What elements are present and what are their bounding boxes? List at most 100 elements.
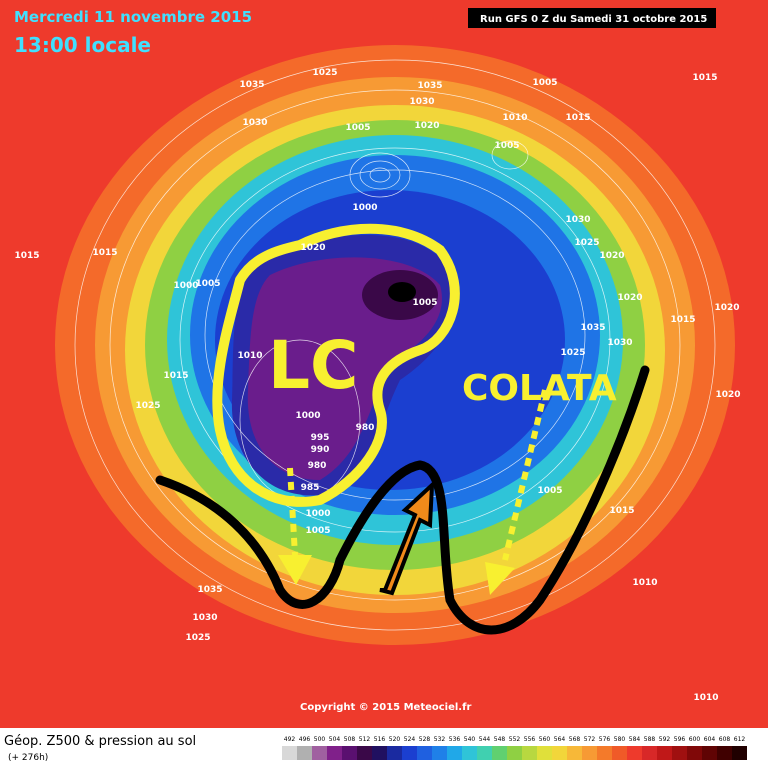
colorbar-label: 516 bbox=[374, 736, 386, 743]
colorbar-cell bbox=[417, 746, 432, 760]
colorbar-label: 540 bbox=[464, 736, 476, 743]
colorbar-cell bbox=[702, 746, 717, 760]
pressure-label: 1030 bbox=[192, 613, 217, 623]
colorbar-label: 584 bbox=[629, 736, 641, 743]
colorbar-cell bbox=[717, 746, 732, 760]
colorbar-cell bbox=[552, 746, 567, 760]
colorbar-cell bbox=[282, 746, 297, 760]
footer-title: Géop. Z500 & pression au sol bbox=[4, 734, 196, 749]
date-label: Mercredi 11 novembre 2015 bbox=[14, 8, 252, 26]
pressure-label: 1015 bbox=[565, 113, 590, 123]
colorbar-cell bbox=[327, 746, 342, 760]
pressure-label: 985 bbox=[301, 483, 320, 493]
colorbar-cell bbox=[657, 746, 672, 760]
pressure-label: 1025 bbox=[185, 633, 210, 643]
pressure-label: 1030 bbox=[242, 118, 267, 128]
pressure-label: 1015 bbox=[14, 251, 39, 261]
isobars bbox=[74, 59, 716, 631]
colorbar-label: 504 bbox=[329, 736, 341, 743]
pressure-label: 1030 bbox=[565, 215, 590, 225]
pressure-label: 1000 bbox=[305, 509, 330, 519]
pressure-label: 1000 bbox=[352, 203, 377, 213]
pressure-label: 1010 bbox=[693, 693, 718, 703]
flow-arrow bbox=[502, 389, 548, 561]
pressure-label: 1010 bbox=[632, 578, 657, 588]
colorbar-label: 560 bbox=[539, 736, 551, 743]
field-layer bbox=[388, 282, 416, 302]
run-label: Run GFS 0 Z du Samedi 31 octobre 2015 bbox=[480, 14, 707, 25]
pressure-label: 1015 bbox=[92, 248, 117, 258]
pressure-label: 1000 bbox=[295, 411, 320, 421]
pressure-label: 1005 bbox=[305, 526, 330, 536]
colorbar-cell bbox=[477, 746, 492, 760]
colorbar-label: 564 bbox=[554, 736, 566, 743]
colorbar-cell bbox=[582, 746, 597, 760]
colorbar-label: 512 bbox=[359, 736, 371, 743]
colorbar-label: 500 bbox=[314, 736, 326, 743]
colorbar-label: 600 bbox=[689, 736, 701, 743]
colorbar-cell bbox=[687, 746, 702, 760]
flow-label: COLATA bbox=[462, 368, 617, 409]
pressure-label: 1010 bbox=[237, 351, 262, 361]
colorbar-cell bbox=[462, 746, 477, 760]
colorbar-label: 524 bbox=[404, 736, 416, 743]
colorbar-label: 580 bbox=[614, 736, 626, 743]
pressure-label: 1005 bbox=[345, 123, 370, 133]
colorbar-cell bbox=[387, 746, 402, 760]
warm-arrow bbox=[379, 480, 435, 596]
colorbar-cell bbox=[312, 746, 327, 760]
pressure-label: 1030 bbox=[409, 97, 434, 107]
colorbar-cell bbox=[612, 746, 627, 760]
pressure-label: 1020 bbox=[714, 303, 739, 313]
colorbar-label: 536 bbox=[449, 736, 461, 743]
pressure-label: 1015 bbox=[692, 73, 717, 83]
colorbar-label: 608 bbox=[719, 736, 731, 743]
colorbar-cell bbox=[567, 746, 582, 760]
colorbar-label: 528 bbox=[419, 736, 431, 743]
pressure-label: 1025 bbox=[560, 348, 585, 358]
run-box bbox=[468, 8, 716, 28]
colorbar-label: 576 bbox=[599, 736, 611, 743]
trough-line bbox=[155, 365, 650, 635]
colorbar-label: 556 bbox=[524, 736, 536, 743]
colorbar-cell bbox=[537, 746, 552, 760]
pressure-label: 1005 bbox=[195, 279, 220, 289]
colorbar-cell bbox=[492, 746, 507, 760]
colorbar-cell bbox=[522, 746, 537, 760]
pressure-label: 1025 bbox=[135, 401, 160, 411]
colorbar-cell bbox=[297, 746, 312, 760]
colorbar-cell bbox=[597, 746, 612, 760]
pressure-label: 995 bbox=[311, 433, 330, 443]
pressure-label: 1005 bbox=[494, 141, 519, 151]
pressure-label: 990 bbox=[311, 445, 330, 455]
colorbar-label: 596 bbox=[674, 736, 686, 743]
colorbar-label: 508 bbox=[344, 736, 356, 743]
flow-arrowhead bbox=[278, 555, 312, 585]
pressure-label: 1005 bbox=[537, 486, 562, 496]
flow-arrow bbox=[287, 467, 298, 556]
pressure-label: 1020 bbox=[414, 121, 439, 131]
colorbar-cell bbox=[507, 746, 522, 760]
colorbar-label: 568 bbox=[569, 736, 581, 743]
pressure-label: 980 bbox=[308, 461, 327, 471]
colorbar-label: 604 bbox=[704, 736, 716, 743]
colorbar-cell bbox=[672, 746, 687, 760]
copyright: Copyright © 2015 Meteociel.fr bbox=[300, 702, 471, 713]
colorbar-cell bbox=[357, 746, 372, 760]
colorbar-cell bbox=[402, 746, 417, 760]
pressure-label: 1005 bbox=[412, 298, 437, 308]
pressure-label: 1035 bbox=[580, 323, 605, 333]
colorbar-label: 492 bbox=[284, 736, 296, 743]
pressure-label: 1005 bbox=[532, 78, 557, 88]
colorbar-label: 588 bbox=[644, 736, 656, 743]
flow-arrowhead bbox=[485, 562, 515, 595]
colorbar-label: 496 bbox=[299, 736, 311, 743]
pressure-label: 1035 bbox=[417, 81, 442, 91]
colorbar-cell bbox=[627, 746, 642, 760]
pressure-label: 980 bbox=[356, 423, 375, 433]
pressure-label: 1035 bbox=[197, 585, 222, 595]
colorbar-cell bbox=[642, 746, 657, 760]
colorbar-label: 552 bbox=[509, 736, 521, 743]
pressure-label: 1035 bbox=[239, 80, 264, 90]
